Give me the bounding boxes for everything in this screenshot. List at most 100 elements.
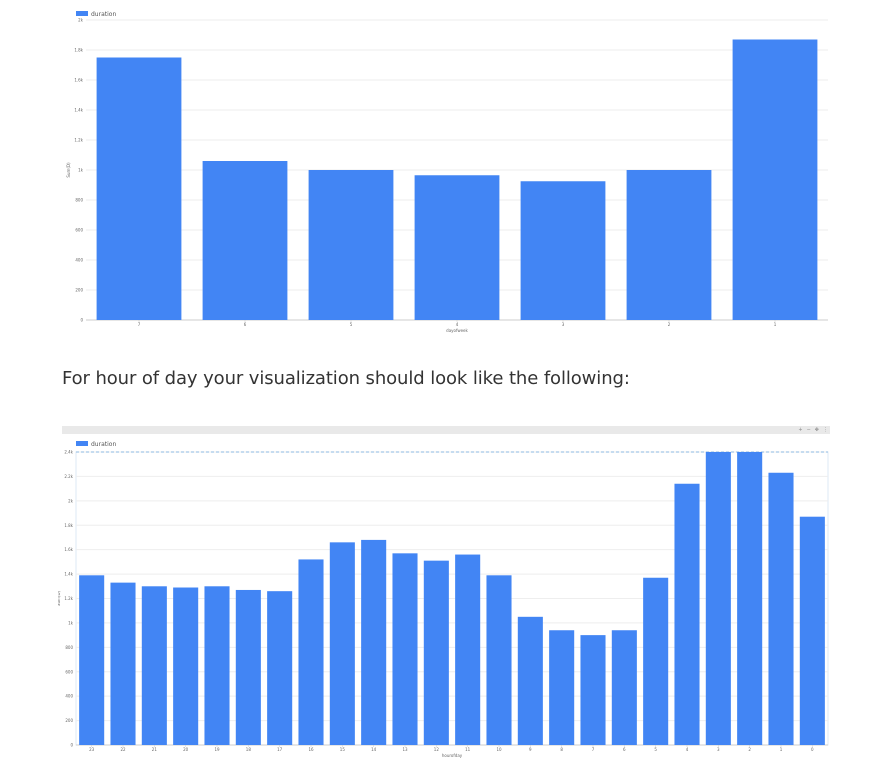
chart2-bar[interactable]: [173, 587, 199, 745]
chart2-y-tick-label: 2.4k: [64, 450, 73, 455]
chart2-y-tick-label: 0: [70, 743, 73, 748]
chart2-x-tick-label: 17: [277, 747, 283, 752]
chart2-bar[interactable]: [204, 586, 230, 745]
chart2-toolbar: + − ✥ ⋮: [62, 426, 830, 434]
chart1-bar[interactable]: [202, 161, 288, 320]
chart1-x-tick-label: 3: [562, 322, 565, 327]
chart1-y-tick-label: 200: [75, 288, 83, 293]
chart2-bar[interactable]: [517, 616, 543, 745]
chart1-y-axis-title: Sum(D): [66, 162, 71, 178]
chart2-bar[interactable]: [455, 554, 481, 745]
chart2-x-tick-label: 9: [529, 747, 532, 752]
caption-text: For hour of day your visualization shoul…: [62, 368, 630, 389]
menu-icon[interactable]: ⋮: [823, 427, 828, 433]
chart1-y-tick-label: 1.6k: [74, 78, 83, 83]
chart2-bar[interactable]: [235, 589, 261, 745]
chart2-x-tick-label: 8: [560, 747, 563, 752]
chart1-legend-swatch: [76, 11, 88, 16]
chart2-bar[interactable]: [799, 516, 825, 745]
chart1-bar[interactable]: [626, 170, 712, 320]
chart1-legend[interactable]: duration: [76, 11, 116, 18]
chart2-y-tick-label: 1k: [68, 620, 74, 625]
chart2-x-tick-label: 13: [402, 747, 408, 752]
chart2-x-tick-label: 5: [654, 747, 657, 752]
chart1-legend-label: duration: [91, 11, 116, 18]
chart1-x-tick-label: 5: [350, 322, 353, 327]
chart1-toolbar-icons[interactable]: · · ·: [817, 0, 825, 2]
chart1-y-tick-label: 1.2k: [74, 138, 83, 143]
chart2-x-tick-label: 18: [246, 747, 252, 752]
chart2-bar[interactable]: [737, 452, 763, 745]
chart1-bar[interactable]: [96, 57, 182, 321]
chart1-x-tick-label: 1: [774, 322, 777, 327]
chart2-y-tick-label: 400: [65, 694, 73, 699]
chart2-bar[interactable]: [643, 577, 669, 745]
chart2-x-tick-label: 1: [780, 747, 783, 752]
chart2-y-tick-label: 1.6k: [64, 547, 73, 552]
chart2-bar[interactable]: [580, 635, 606, 745]
chart1-y-tick-label: 2k: [78, 18, 84, 23]
chart2-bar[interactable]: [392, 553, 418, 745]
chart2-bar[interactable]: [486, 575, 512, 745]
chart2-y-tick-label: 1.4k: [64, 572, 73, 577]
chart2-x-tick-label: 0: [811, 747, 814, 752]
chart-hour-of-day-svg: 02004006008001k1.2k1.4k1.6k1.8k2k2.2k2.4…: [58, 441, 829, 758]
chart2-x-tick-label: 14: [371, 747, 377, 752]
chart2-x-tick-label: 16: [308, 747, 314, 752]
chart2-bar[interactable]: [267, 591, 293, 745]
chart2-bar[interactable]: [611, 630, 637, 745]
chart2-legend-swatch: [76, 441, 88, 446]
chart2-x-tick-label: 11: [465, 747, 471, 752]
chart2-bar[interactable]: [141, 586, 167, 745]
chart2-legend[interactable]: duration: [76, 441, 116, 448]
chart2-x-tick-label: 20: [183, 747, 189, 752]
chart2-bar[interactable]: [674, 483, 700, 745]
chart2-x-tick-label: 23: [89, 747, 95, 752]
chart2-bar[interactable]: [79, 575, 105, 745]
chart-day-of-week: 0 200 400 600 800 1k 1.2k 1.4k 1.6k 1.8k 2k 7 6 5 4 3 2 1…: [58, 8, 833, 338]
chart2-y-tick-label: 200: [65, 718, 73, 723]
chart1-y-tick-label: 1k: [78, 168, 84, 173]
chart2-bar[interactable]: [549, 630, 575, 745]
chart2-y-tick-label: 1.2k: [64, 596, 73, 601]
chart1-bar[interactable]: [732, 39, 818, 321]
chart1-y-tick-label: 1.8k: [74, 48, 83, 53]
chart2-y-tick-label: 2.2k: [64, 474, 73, 479]
chart1-bar[interactable]: [520, 181, 606, 320]
chart1-x-tick-label: 2: [668, 322, 671, 327]
pan-icon[interactable]: ✥: [814, 427, 819, 433]
zoom-in-icon[interactable]: +: [798, 427, 803, 433]
chart2-x-tick-label: 7: [592, 747, 595, 752]
chart2-bar[interactable]: [705, 452, 731, 745]
chart2-x-tick-label: 21: [152, 747, 158, 752]
chart1-y-tick-label: 600: [75, 228, 83, 233]
chart2-x-tick-label: 10: [496, 747, 502, 752]
chart-hour-of-day: 0 200 400 600 800 1k 1.2k 1.4k 1.6k 1.8k 2k 2.2k 2.4…: [58, 436, 833, 761]
chart2-bar[interactable]: [768, 472, 794, 745]
chart2-bar[interactable]: [329, 542, 355, 745]
chart2-x-axis-title: hourofday: [442, 753, 463, 758]
chart2-x-tick-label: 4: [686, 747, 689, 752]
chart2-bar[interactable]: [361, 539, 387, 745]
chart2-bar[interactable]: [110, 582, 136, 745]
chart1-y-tick-label: 400: [75, 258, 83, 263]
chart1-x-tick-label: 7: [138, 322, 141, 327]
chart2-y-tick-label: 1.8k: [64, 523, 73, 528]
chart1-y-tick-label: 0: [80, 318, 83, 323]
chart1-bar[interactable]: [308, 170, 394, 320]
chart2-bar[interactable]: [423, 560, 449, 745]
chart1-y-tick-label: 1.4k: [74, 108, 83, 113]
chart1-y-tick-label: 800: [75, 198, 83, 203]
chart2-y-tick-label: 600: [65, 669, 73, 674]
chart2-bar[interactable]: [298, 559, 324, 745]
chart1-x-tick-label: 6: [244, 322, 247, 327]
chart2-x-tick-label: 15: [340, 747, 346, 752]
chart2-x-tick-label: 2: [748, 747, 751, 752]
chart2-x-tick-label: 3: [717, 747, 720, 752]
chart1-x-tick-label: 4: [456, 322, 459, 327]
chart-day-of-week-svg: 0 200 400 600 800 1k 1.2k 1.4k 1.6k 1.8k 2k 7 6 5 4 3 2 1…: [66, 11, 828, 333]
chart1-bar[interactable]: [414, 175, 500, 320]
zoom-out-icon[interactable]: −: [806, 427, 811, 433]
chart2-x-tick-label: 6: [623, 747, 626, 752]
chart2-x-tick-label: 19: [214, 747, 220, 752]
